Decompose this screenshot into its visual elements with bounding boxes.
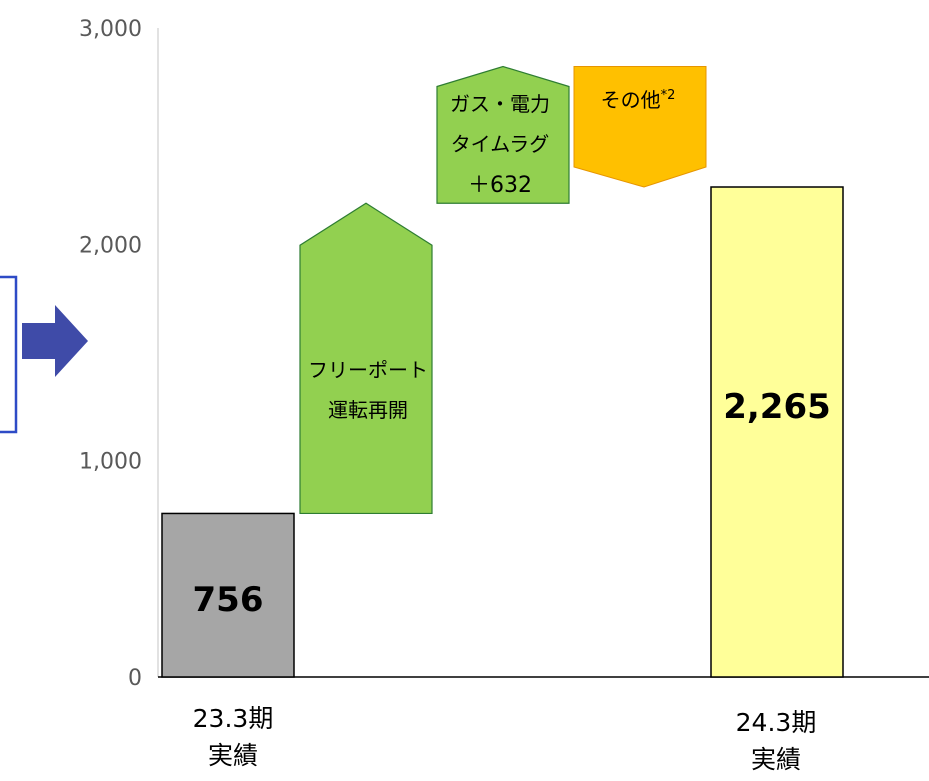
x-category-label: 実績 (751, 745, 801, 774)
bar-23-3-actual (161, 512, 295, 678)
bar-other-decrease (573, 66, 707, 188)
x-category-label: 24.3期 (736, 708, 817, 737)
bar-label: フリーポート (308, 358, 428, 382)
y-tick-label: 3,000 (79, 17, 142, 42)
bar-label: その他*2 (601, 88, 676, 112)
y-tick-label: 2,000 (79, 233, 142, 258)
bar-label: 運転再開 (328, 398, 408, 422)
y-tick-label: 0 (128, 666, 142, 691)
bar-label: ガス・電力 (450, 92, 550, 116)
bar-label: ＋632 (468, 173, 532, 198)
x-category-label: 実績 (208, 741, 258, 770)
right-arrow-icon (22, 305, 88, 377)
bracket-decoration (0, 275, 18, 434)
x-category-label: 23.3期 (193, 704, 274, 733)
bar-value-label: 756 (193, 580, 264, 620)
y-tick-label: 1,000 (79, 450, 142, 475)
bar-gas-power-timelag-increase (436, 65, 570, 204)
bar-value-label: 2,265 (723, 387, 831, 427)
bar-24-3-actual (710, 186, 844, 678)
bar-freeport-increase (299, 202, 433, 515)
bar-label: タイムラグ (451, 132, 550, 156)
